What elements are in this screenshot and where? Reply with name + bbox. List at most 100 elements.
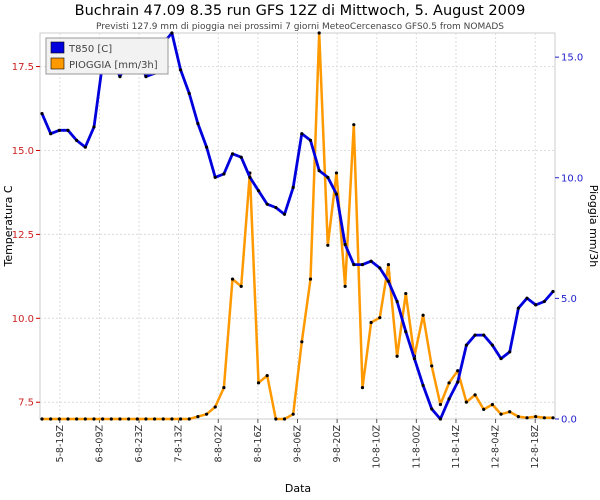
data-point (274, 417, 278, 421)
data-point (308, 277, 313, 281)
x-tick-label: 8-8-16Z (253, 425, 264, 463)
data-point (404, 330, 408, 334)
data-point (542, 416, 546, 420)
data-point (204, 412, 209, 416)
legend: T850 [C] PIOGGIA [mm/3h] (45, 37, 169, 75)
data-point (161, 417, 165, 421)
data-point (66, 417, 70, 421)
data-point (378, 316, 382, 320)
data-point (499, 412, 503, 416)
y-left-tick-label: 10.0 (12, 314, 34, 325)
data-point (386, 279, 391, 283)
data-point (508, 350, 512, 354)
y-axis-left-ticks: 7.5 10.0 12.5 15.0 17.5 (12, 62, 40, 409)
data-point (248, 175, 252, 179)
data-point (308, 138, 313, 143)
x-tick-label: 11-8-14Z (451, 425, 462, 469)
data-point (525, 416, 529, 420)
data-point (490, 402, 494, 407)
data-point (317, 31, 321, 35)
data-point (187, 417, 191, 421)
y-right-tick-label: 15.0 (561, 53, 583, 64)
data-point (334, 192, 339, 196)
data-point (49, 132, 53, 136)
data-point (204, 145, 209, 149)
data-point (144, 75, 148, 79)
data-point (378, 266, 382, 270)
data-point (352, 263, 356, 267)
data-point (404, 291, 408, 296)
x-tick-label: 9-8-06Z (293, 425, 304, 463)
data-point (75, 417, 79, 421)
data-point (282, 417, 287, 421)
y-left-tick-label: 12.5 (12, 230, 34, 241)
x-tick-label: 6-8-23Z (134, 425, 145, 463)
data-point (256, 189, 261, 193)
data-point (464, 400, 468, 404)
data-point (213, 405, 217, 409)
data-point (456, 380, 460, 384)
data-point (135, 417, 139, 421)
data-point (196, 122, 200, 126)
data-point (291, 185, 295, 189)
data-point (430, 407, 434, 411)
data-point (282, 212, 287, 216)
data-point (473, 393, 477, 397)
data-point (369, 320, 373, 325)
data-point (178, 417, 183, 421)
data-point (447, 397, 451, 401)
data-point (343, 284, 347, 288)
legend-swatch-pioggia (50, 57, 65, 70)
data-point (473, 333, 477, 337)
data-point (118, 75, 122, 79)
data-point (551, 416, 555, 420)
data-point (534, 303, 538, 307)
data-point (83, 145, 87, 149)
data-point (300, 132, 304, 136)
data-point (352, 123, 356, 127)
data-point (274, 205, 278, 210)
x-axis-ticks: 5-8-19Z 6-8-09Z 6-8-23Z 7-8-13Z 8-8-02Z 8-8-1… (55, 419, 541, 469)
x-tick-label: 12-8-18Z (530, 425, 541, 469)
data-point (239, 284, 243, 288)
data-point (213, 175, 217, 179)
data-point (196, 414, 200, 419)
data-point (482, 407, 486, 411)
data-point (456, 369, 460, 373)
data-point (525, 296, 529, 300)
data-point (386, 263, 391, 267)
x-tick-label: 9-8-20Z (332, 425, 343, 463)
data-point (75, 138, 79, 143)
data-point (83, 417, 87, 421)
x-tick-label: 11-8-00Z (411, 425, 422, 469)
y-left-tick-label: 17.5 (12, 62, 34, 73)
data-point (300, 340, 304, 344)
data-point (464, 343, 468, 347)
data-point (144, 417, 148, 421)
data-point (49, 417, 53, 421)
data-point (127, 417, 131, 421)
data-point (369, 259, 373, 263)
data-point (57, 128, 61, 132)
data-point (291, 412, 295, 416)
data-point (334, 171, 339, 175)
data-point (222, 172, 226, 176)
data-point (178, 68, 183, 72)
data-point (534, 414, 538, 419)
x-tick-label: 8-8-02Z (213, 425, 224, 463)
data-point (66, 128, 70, 132)
data-point (170, 417, 174, 421)
data-point (118, 417, 122, 421)
data-point (438, 417, 443, 421)
y-right-tick-label: 5.0 (561, 294, 577, 305)
data-point (239, 155, 243, 159)
legend-label-pioggia: PIOGGIA [mm/3h] (69, 60, 158, 71)
data-point (187, 91, 191, 96)
data-point (360, 386, 365, 390)
y-right-tick-label: 0.0 (561, 415, 577, 426)
chart-subtitle: Previsti 127.9 mm di pioggia nei prossim… (96, 22, 504, 32)
data-point (40, 111, 44, 116)
data-point (412, 356, 417, 361)
y-left-tick-label: 15.0 (12, 146, 34, 157)
